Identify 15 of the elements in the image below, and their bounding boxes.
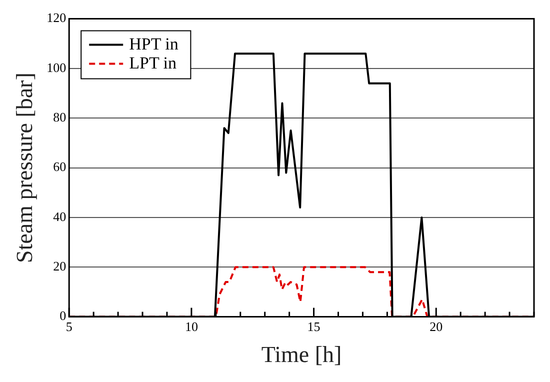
legend-label: HPT in (129, 34, 179, 54)
y-tick-label: 60 (53, 159, 66, 174)
legend-label: LPT in (129, 53, 177, 72)
y-axis-title: Steam pressure [bar] (12, 72, 37, 263)
y-tick-label: 100 (46, 60, 66, 75)
y-tick-label: 0 (60, 308, 66, 324)
x-tick-label: 15 (307, 319, 320, 334)
x-tick-label: 5 (66, 319, 72, 334)
y-tick-label: 40 (53, 208, 66, 224)
y-tick-label: 120 (46, 10, 66, 26)
y-tick-label: 20 (53, 258, 66, 274)
x-axis-title: Time [h] (261, 342, 342, 368)
x-tick-label: 20 (430, 319, 443, 334)
y-tick-label: 80 (53, 110, 66, 125)
x-tick-label: 10 (184, 319, 198, 334)
